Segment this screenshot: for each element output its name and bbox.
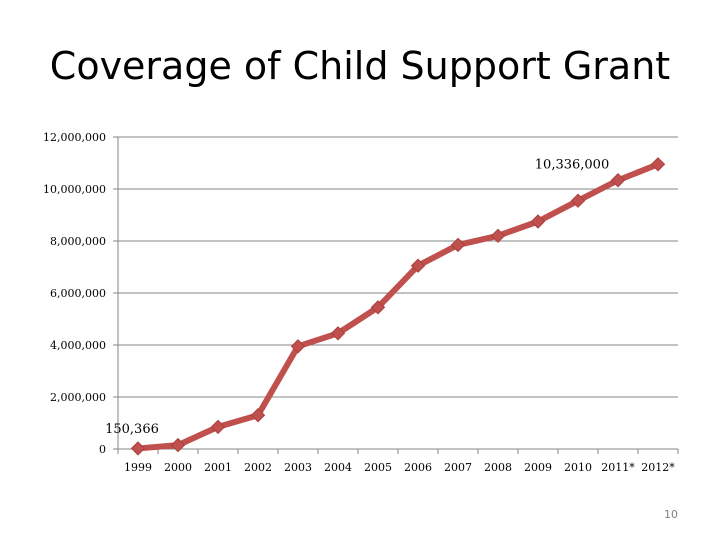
y-tick-label: 6,000,000 [50, 287, 106, 300]
chart-series [130, 157, 666, 456]
data-point-marker [290, 339, 306, 354]
chart-annotations: 150,366 10,336,000 [105, 157, 609, 437]
data-point-marker [450, 237, 466, 253]
y-tick-label: 10,000,000 [43, 183, 106, 196]
x-tick-label: 2009 [524, 461, 552, 474]
x-tick-label: 2012* [641, 461, 675, 474]
x-tick-label: 2008 [484, 461, 512, 474]
data-point-marker [370, 300, 386, 315]
data-point-marker [250, 407, 266, 423]
data-point-marker [570, 193, 586, 208]
y-axis-ticks: 0 2,000,000 4,000,000 6,000,000 8,000,000 10,… [43, 131, 106, 456]
y-tick-label: 0 [99, 443, 106, 456]
data-point-marker [610, 173, 626, 188]
data-label: 150,366 [105, 422, 159, 437]
x-tick-label: 2010 [564, 461, 592, 474]
data-point-marker [170, 437, 186, 453]
x-tick-label: 2001 [204, 461, 232, 474]
data-point-marker [530, 214, 546, 229]
data-point-marker [330, 326, 346, 341]
data-point-marker [410, 258, 426, 273]
x-tick-label: 2006 [404, 461, 432, 474]
x-tick-label: 2003 [284, 461, 312, 474]
x-tick-label: 2011* [601, 461, 635, 474]
data-point-marker [210, 419, 226, 435]
y-tick-label: 4,000,000 [50, 339, 106, 352]
x-axis-ticks: 1999 2000 2001 2002 2003 2004 2005 2006 2007 2008… [124, 461, 675, 474]
data-label: 10,336,000 [535, 157, 609, 172]
slide-number: 10 [664, 508, 678, 521]
data-point-marker [130, 441, 146, 456]
x-tick-label: 2007 [444, 461, 472, 474]
data-point-marker [490, 228, 506, 244]
chart-axes [113, 136, 679, 454]
x-tick-label: 2004 [324, 461, 352, 474]
y-tick-label: 2,000,000 [50, 391, 106, 404]
chart-gridlines [118, 136, 678, 398]
x-tick-label: 1999 [124, 461, 152, 474]
y-tick-label: 12,000,000 [43, 131, 106, 144]
data-point-marker [650, 157, 666, 172]
x-tick-label: 2002 [244, 461, 272, 474]
series-line [135, 161, 661, 452]
x-tick-label: 2005 [364, 461, 392, 474]
y-tick-label: 8,000,000 [50, 235, 106, 248]
page-title: Coverage of Child Support Grant [49, 44, 671, 88]
x-tick-label: 2000 [164, 461, 192, 474]
